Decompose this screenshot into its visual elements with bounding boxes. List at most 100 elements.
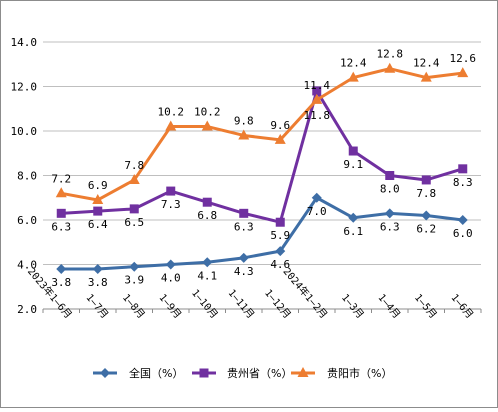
data-label: 9.8 <box>234 114 254 127</box>
data-point <box>275 246 286 257</box>
data-point <box>457 215 468 225</box>
data-point <box>129 261 140 272</box>
data-label: 3.8 <box>51 276 71 289</box>
series-line <box>60 67 463 202</box>
data-point <box>458 164 468 174</box>
series-lines <box>60 67 464 271</box>
data-label: 6.2 <box>416 223 436 236</box>
data-label: 6.9 <box>88 179 108 192</box>
x-tick-label: 1—11月 <box>226 287 257 321</box>
data-point <box>165 259 176 270</box>
data-point <box>311 192 322 203</box>
series-markers <box>55 62 469 274</box>
x-tick-label: 1—3月 <box>339 292 366 321</box>
data-point <box>56 208 66 218</box>
data-label: 10.2 <box>158 106 185 119</box>
data-point <box>201 120 213 131</box>
data-label: 3.9 <box>124 274 144 287</box>
y-axis-tick-labels: 2.0 4.0 6.0 8.0 10.0 12.0 14.0 <box>11 36 38 316</box>
data-point <box>238 129 250 140</box>
data-point <box>457 67 469 78</box>
y-tick-label: 4.0 <box>17 259 37 272</box>
data-label: 12.6 <box>450 52 477 65</box>
legend-label: 贵州省（%） <box>227 367 292 380</box>
data-labels: 3.8 3.8 3.9 4.0 4.1 4.3 4.6 7.0 6.1 6.3 6.2 6.0 6.3 6… <box>51 48 476 289</box>
data-label: 6.3 <box>234 220 254 233</box>
data-label: 3.8 <box>88 276 108 289</box>
data-point <box>92 263 103 274</box>
data-point <box>92 193 104 204</box>
x-tick-label: 1—12月 <box>262 287 293 321</box>
data-label: 7.2 <box>51 172 71 185</box>
data-label: 12.4 <box>413 57 440 70</box>
data-label: 6.3 <box>380 220 400 233</box>
data-label: 11.8 <box>304 109 331 122</box>
data-label: 7.8 <box>124 159 144 172</box>
data-label: 12.8 <box>377 48 404 61</box>
data-point <box>348 146 358 156</box>
data-label: 6.8 <box>197 209 217 222</box>
data-point <box>55 187 67 198</box>
data-point <box>166 186 176 196</box>
data-point <box>385 171 395 180</box>
data-label: 6.0 <box>453 227 473 240</box>
data-label: 8.0 <box>380 183 400 196</box>
y-tick-label: 14.0 <box>11 36 38 49</box>
x-tick-label: 1—10月 <box>189 287 220 321</box>
x-tick-label: 1—6月 <box>448 292 475 321</box>
y-tick-label: 10.0 <box>11 125 38 138</box>
data-label: 7.0 <box>307 205 327 218</box>
data-label: 9.1 <box>343 158 363 171</box>
data-point <box>421 175 431 185</box>
y-tick-label: 8.0 <box>17 170 37 183</box>
data-point <box>384 208 395 219</box>
data-point <box>274 133 286 144</box>
x-tick-label: 1—5月 <box>412 292 439 321</box>
data-label: 6.5 <box>124 216 144 229</box>
data-label: 4.3 <box>234 265 254 278</box>
series-line <box>61 89 464 224</box>
data-point <box>239 208 249 218</box>
data-point <box>202 257 213 268</box>
data-label: 10.2 <box>194 106 221 119</box>
data-label: 4.6 <box>270 258 290 271</box>
legend-label: 全国（%） <box>129 366 183 380</box>
y-tick-label: 12.0 <box>11 81 38 94</box>
x-tick-label: 1—7月 <box>83 292 110 321</box>
data-label: 7.8 <box>416 187 436 200</box>
y-tick-label: 6.0 <box>17 214 37 227</box>
series-line <box>61 196 463 271</box>
data-point <box>311 93 323 104</box>
y-tick-label: 2.0 <box>17 303 37 316</box>
legend-label: 贵阳市（%） <box>327 366 392 380</box>
data-label: 12.4 <box>340 57 367 70</box>
data-label: 6.3 <box>51 220 71 233</box>
data-label: 6.4 <box>88 218 108 231</box>
gridlines <box>43 41 481 265</box>
data-point <box>238 252 249 263</box>
data-point <box>312 86 322 96</box>
data-point <box>129 204 139 214</box>
data-label: 5.9 <box>270 229 290 242</box>
data-label: 7.3 <box>161 198 181 211</box>
legend-marker <box>100 368 110 378</box>
x-tick-label: 1—9月 <box>156 292 183 321</box>
legend-marker <box>199 368 209 378</box>
data-point <box>128 173 140 184</box>
data-label: 8.3 <box>453 176 473 189</box>
data-point <box>421 210 432 221</box>
x-tick-label: 1—4月 <box>375 292 402 321</box>
data-point <box>202 197 212 207</box>
data-point <box>347 71 359 82</box>
data-label: 6.1 <box>343 225 363 238</box>
data-point <box>165 120 177 131</box>
x-tick-label: 1—8月 <box>120 292 147 321</box>
data-point <box>56 263 67 274</box>
data-label: 9.6 <box>270 119 290 132</box>
data-point <box>275 217 285 227</box>
legend-marker <box>297 367 309 377</box>
data-point <box>384 62 396 73</box>
data-point <box>420 71 432 82</box>
